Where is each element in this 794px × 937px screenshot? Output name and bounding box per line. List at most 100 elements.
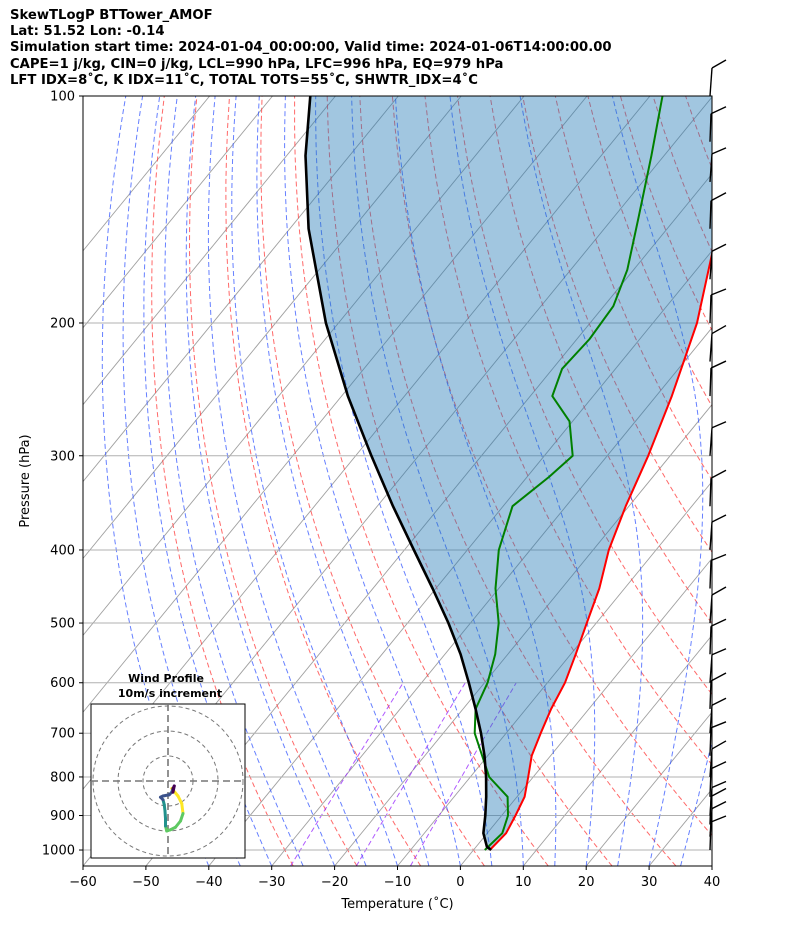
temperature-line — [489, 249, 712, 851]
moist-adiabat-line — [284, 96, 461, 866]
wind-barb — [709, 672, 727, 709]
wind-barb — [709, 618, 727, 655]
barb-flag — [711, 801, 727, 810]
y-tick-label: 800 — [50, 770, 75, 785]
isotherm-line — [83, 96, 336, 406]
location-line: Lat: 51.52 Lon: -0.14 — [10, 24, 165, 40]
hodograph-subtitle: 10m/s increment — [118, 687, 222, 700]
moist-adiabat-line — [744, 96, 794, 866]
wind-hodograph: Wind Profile 10m/s increment — [90, 672, 246, 859]
barb-flag — [711, 421, 727, 429]
mixing-ratio-line — [409, 682, 517, 866]
dry-adiabat-line — [718, 96, 794, 866]
barb-staff — [709, 680, 712, 709]
barb-flag — [710, 360, 727, 369]
isotherm-line — [711, 865, 712, 866]
dry-adiabat-line — [260, 96, 485, 866]
moist-adiabat-line — [711, 864, 712, 866]
barb-flag — [710, 553, 727, 562]
hodograph-segment — [171, 784, 176, 794]
y-tick-label: 400 — [50, 543, 75, 558]
parcel-line — [304, 96, 492, 852]
indices-line: LFT IDX=8˚C, K IDX=11˚C, TOTAL TOTS=55˚C… — [10, 72, 478, 88]
barb-flag — [710, 761, 727, 770]
isotherm-line — [83, 96, 588, 713]
y-axis-ticks: 100 200 300 400 500 600 700 800 900 1000 — [42, 90, 83, 859]
wind-barb — [709, 59, 727, 97]
barb-staff — [709, 626, 712, 655]
dry-adiabats — [151, 96, 794, 866]
barb-staff — [709, 560, 712, 589]
isotherm-line — [83, 96, 462, 560]
moist-adiabat-line — [519, 96, 644, 866]
isotherm-line — [397, 480, 712, 866]
barb-flag — [710, 469, 727, 479]
x-tick-label: −40 — [195, 875, 222, 890]
barb-flag — [711, 147, 727, 155]
hodograph-segment — [180, 802, 185, 815]
x-tick-label: −60 — [69, 875, 96, 890]
mixing-ratio-lines — [290, 682, 517, 866]
wind-barb — [709, 721, 727, 756]
barb-flag — [711, 697, 727, 706]
dry-adiabat-line — [294, 96, 549, 866]
barb-flag — [710, 192, 727, 202]
wind-barb — [709, 360, 727, 397]
isotherm-line — [334, 403, 712, 866]
y-tick-label: 600 — [50, 676, 75, 691]
isotherm-line — [522, 634, 712, 866]
dry-adiabat-line — [424, 96, 712, 766]
y-tick-label: 500 — [50, 617, 75, 632]
dewpoint-line — [473, 96, 664, 851]
chart-header: SkewTLogP BTTower_AMOF Lat: 51.52 Lon: -… — [10, 8, 780, 89]
cape-shading — [305, 96, 712, 850]
wind-barb — [709, 553, 727, 589]
x-tick-label: −50 — [132, 875, 159, 890]
dry-adiabat-line — [188, 96, 358, 866]
wind-barbs — [709, 59, 727, 851]
isotherm-line — [83, 96, 273, 329]
moist-adiabat-line — [185, 96, 336, 866]
stability-line: CAPE=1 j/kg, CIN=0 j/kg, LCL=990 hPa, LF… — [10, 56, 504, 72]
moist-adiabat-line — [164, 96, 304, 866]
profile-lines — [304, 96, 712, 852]
x-axis-label: Temperature (˚C) — [340, 896, 453, 912]
moist-adiabat-line — [143, 96, 273, 866]
moist-adiabat-line — [611, 96, 704, 866]
dry-adiabat-line — [391, 96, 712, 837]
dry-adiabat-line — [326, 96, 613, 866]
x-tick-label: 20 — [578, 875, 595, 890]
isotherm-line — [585, 711, 712, 866]
isotherm-line — [271, 327, 712, 866]
dry-adiabat-line — [489, 96, 712, 625]
y-tick-label: 1000 — [42, 844, 75, 859]
barb-flag — [711, 648, 727, 656]
y-tick-label: 900 — [50, 809, 75, 824]
isotherm-line — [83, 96, 525, 637]
barb-flag — [711, 780, 727, 789]
barb-flag — [711, 59, 727, 69]
x-tick-label: 0 — [456, 875, 464, 890]
barb-flag — [711, 740, 727, 750]
wind-barb — [709, 106, 727, 142]
barb-flag — [711, 324, 727, 335]
barb-staff — [709, 478, 712, 507]
x-tick-label: −10 — [384, 875, 411, 890]
barb-staff — [709, 294, 712, 324]
x-tick-label: 10 — [515, 875, 532, 890]
y-tick-label: 700 — [50, 727, 75, 742]
barb-flag — [711, 586, 727, 596]
x-tick-label: 30 — [641, 875, 658, 890]
barb-staff — [709, 727, 712, 756]
hodograph-title: Wind Profile — [128, 672, 204, 685]
barb-flag — [710, 721, 727, 729]
barb-flag — [710, 815, 727, 823]
hodograph-trace — [159, 784, 185, 833]
barb-flag — [711, 243, 727, 252]
chart-title: SkewTLogP BTTower_AMOF — [10, 8, 213, 23]
isotherm-line — [775, 96, 794, 866]
barb-flag — [710, 787, 727, 798]
wind-barb — [709, 192, 727, 229]
barb-staff — [709, 113, 712, 142]
moist-adiabat-line — [394, 96, 557, 866]
